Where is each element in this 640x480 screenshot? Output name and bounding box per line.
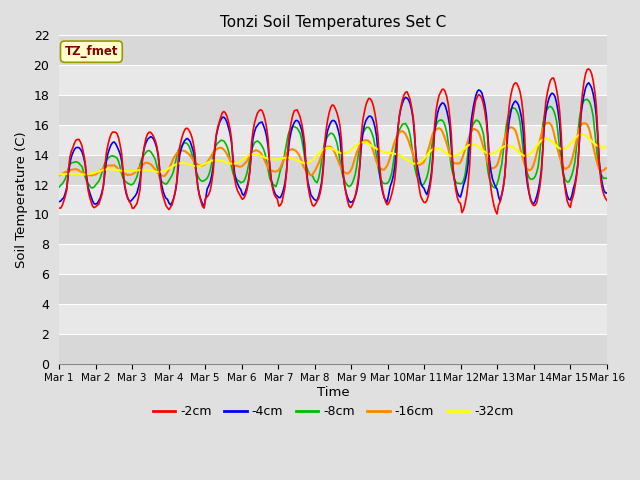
Bar (59, 65, 607, 95)
Legend: -2cm, -4cm, -8cm, -16cm, -32cm: -2cm, -4cm, -8cm, -16cm, -32cm (148, 400, 518, 423)
Bar (59, 95, 607, 125)
Bar (59, 36, 607, 65)
Bar (59, 125, 607, 155)
Bar (59, 155, 607, 185)
Bar (59, 334, 607, 364)
Bar (59, 215, 607, 244)
Bar (59, 274, 607, 304)
Title: Tonzi Soil Temperatures Set C: Tonzi Soil Temperatures Set C (220, 15, 446, 30)
Text: TZ_fmet: TZ_fmet (65, 45, 118, 58)
Bar (59, 185, 607, 215)
Y-axis label: Soil Temperature (C): Soil Temperature (C) (15, 131, 28, 268)
Bar (59, 304, 607, 334)
X-axis label: Time: Time (317, 386, 349, 399)
Bar (59, 244, 607, 274)
